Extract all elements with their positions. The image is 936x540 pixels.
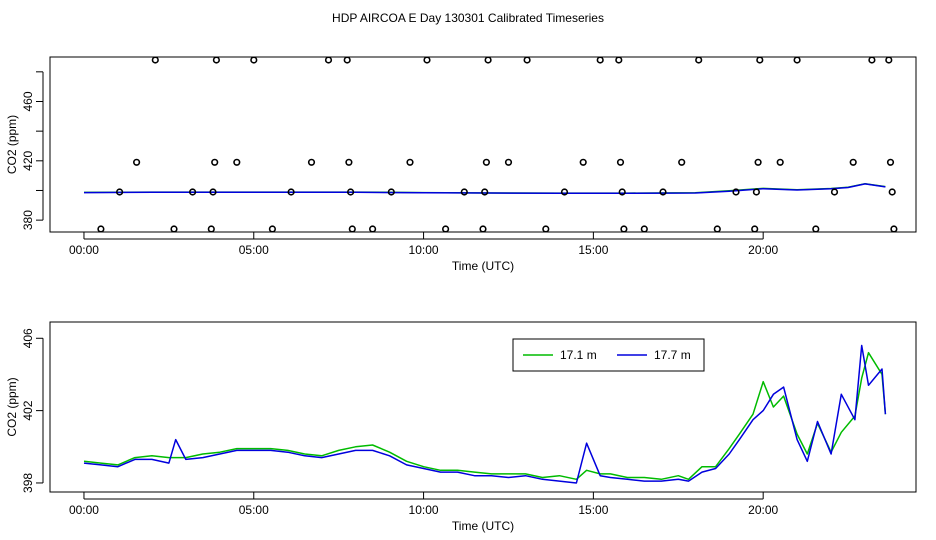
calibration-point bbox=[189, 188, 197, 196]
calibration-point bbox=[387, 188, 395, 196]
plot-frame bbox=[49, 321, 917, 493]
calibration-point bbox=[616, 158, 625, 166]
y-axis-label: CO2 (ppm) bbox=[5, 377, 19, 436]
calibration-point bbox=[324, 57, 333, 64]
calibration-point bbox=[460, 188, 468, 196]
x-axis-label: Time (UTC) bbox=[452, 519, 514, 533]
calibration-point bbox=[754, 158, 762, 166]
calibration-point bbox=[347, 188, 355, 196]
calibration-point bbox=[268, 225, 276, 232]
x-tick-label: 05:00 bbox=[239, 243, 269, 257]
legend-label: 17.1 m bbox=[560, 348, 597, 362]
x-tick-label: 10:00 bbox=[409, 243, 439, 257]
calibration-point bbox=[659, 188, 667, 196]
legend: 17.1 m 17.7 m bbox=[512, 338, 705, 372]
calibration-point bbox=[618, 188, 626, 196]
x-tick-label: 15:00 bbox=[578, 503, 608, 517]
y-tick-label: 398 bbox=[21, 473, 35, 493]
calibration-point bbox=[151, 57, 159, 64]
x-tick-label: 00:00 bbox=[69, 243, 99, 257]
calibration-point bbox=[348, 225, 356, 232]
calibration-point bbox=[793, 57, 801, 64]
calibration-point bbox=[542, 225, 550, 232]
calibration-point bbox=[523, 57, 531, 64]
bottom-panel: 00:00 05:00 10:00 15:00 20:00 398 402 406 Time (… bbox=[5, 321, 917, 533]
x-tick-label: 20:00 bbox=[748, 503, 778, 517]
calibration-point bbox=[640, 225, 648, 232]
x-tick-label: 10:00 bbox=[409, 503, 439, 517]
calibration-point bbox=[479, 225, 487, 232]
calibration-point bbox=[504, 158, 513, 166]
calibration-point bbox=[307, 158, 316, 166]
calibration-point bbox=[345, 158, 353, 166]
y-tick-label: 406 bbox=[21, 328, 35, 348]
calibration-point bbox=[579, 158, 587, 166]
calibration-point bbox=[209, 188, 217, 196]
plot-frame bbox=[49, 56, 917, 233]
calibration-point bbox=[560, 188, 569, 196]
calibration-point bbox=[751, 225, 759, 232]
calibration-point bbox=[212, 57, 220, 64]
calibration-point bbox=[406, 158, 414, 166]
calibration-point bbox=[287, 188, 295, 196]
calibration-point bbox=[250, 57, 258, 64]
calibration-point bbox=[442, 225, 450, 232]
calibration-point bbox=[596, 57, 604, 64]
legend-label: 17.7 m bbox=[654, 348, 691, 362]
y-tick-label: 402 bbox=[21, 400, 35, 420]
series-line-2 bbox=[83, 183, 886, 195]
calibration-point bbox=[732, 188, 740, 196]
plot-area bbox=[83, 344, 887, 484]
calibration-point bbox=[620, 225, 628, 232]
calibration-point bbox=[776, 158, 784, 166]
calibration-point bbox=[423, 57, 431, 64]
calibration-point bbox=[756, 57, 764, 64]
calibration-point bbox=[888, 188, 896, 196]
x-tick-label: 05:00 bbox=[239, 503, 269, 517]
plot-area bbox=[83, 57, 898, 232]
x-tick-label: 20:00 bbox=[748, 243, 778, 257]
x-axis-label: Time (UTC) bbox=[452, 259, 514, 273]
calibration-point bbox=[812, 225, 820, 232]
series-line-17-1-m bbox=[83, 351, 887, 481]
top-panel: 00:00 05:00 10:00 15:00 20:00 380 420 460 Time (… bbox=[5, 56, 917, 273]
calibration-point bbox=[343, 57, 351, 64]
y-tick-label: 420 bbox=[21, 150, 35, 170]
calibration-point bbox=[752, 188, 761, 196]
calibration-point bbox=[713, 225, 721, 232]
calibration-point bbox=[484, 57, 492, 64]
calibration-point bbox=[170, 225, 178, 232]
x-tick-label: 15:00 bbox=[578, 243, 608, 257]
calibration-point bbox=[678, 158, 686, 166]
calibration-point bbox=[849, 158, 857, 166]
calibration-point bbox=[211, 158, 219, 166]
calibration-point bbox=[615, 57, 623, 64]
calibration-point bbox=[868, 57, 876, 64]
calibration-point bbox=[97, 225, 105, 232]
calibration-point bbox=[481, 188, 489, 196]
calibration-point bbox=[133, 158, 141, 166]
calibration-point bbox=[115, 188, 124, 196]
y-axis-label: CO2 (ppm) bbox=[5, 115, 19, 174]
calibration-point bbox=[369, 225, 377, 232]
calibration-point bbox=[482, 158, 491, 166]
y-tick-label: 380 bbox=[21, 210, 35, 230]
calibration-point bbox=[830, 188, 839, 196]
chart-title: HDP AIRCOA E Day 130301 Calibrated Times… bbox=[332, 11, 604, 25]
calibration-point bbox=[233, 158, 241, 166]
calibration-point bbox=[890, 225, 898, 232]
x-tick-label: 00:00 bbox=[69, 503, 99, 517]
calibration-point bbox=[207, 225, 215, 232]
series-line-17-7-m bbox=[83, 344, 887, 484]
y-tick-label: 460 bbox=[21, 91, 35, 111]
calibration-point bbox=[695, 57, 703, 64]
calibration-point bbox=[886, 158, 895, 166]
calibration-point bbox=[885, 57, 893, 64]
